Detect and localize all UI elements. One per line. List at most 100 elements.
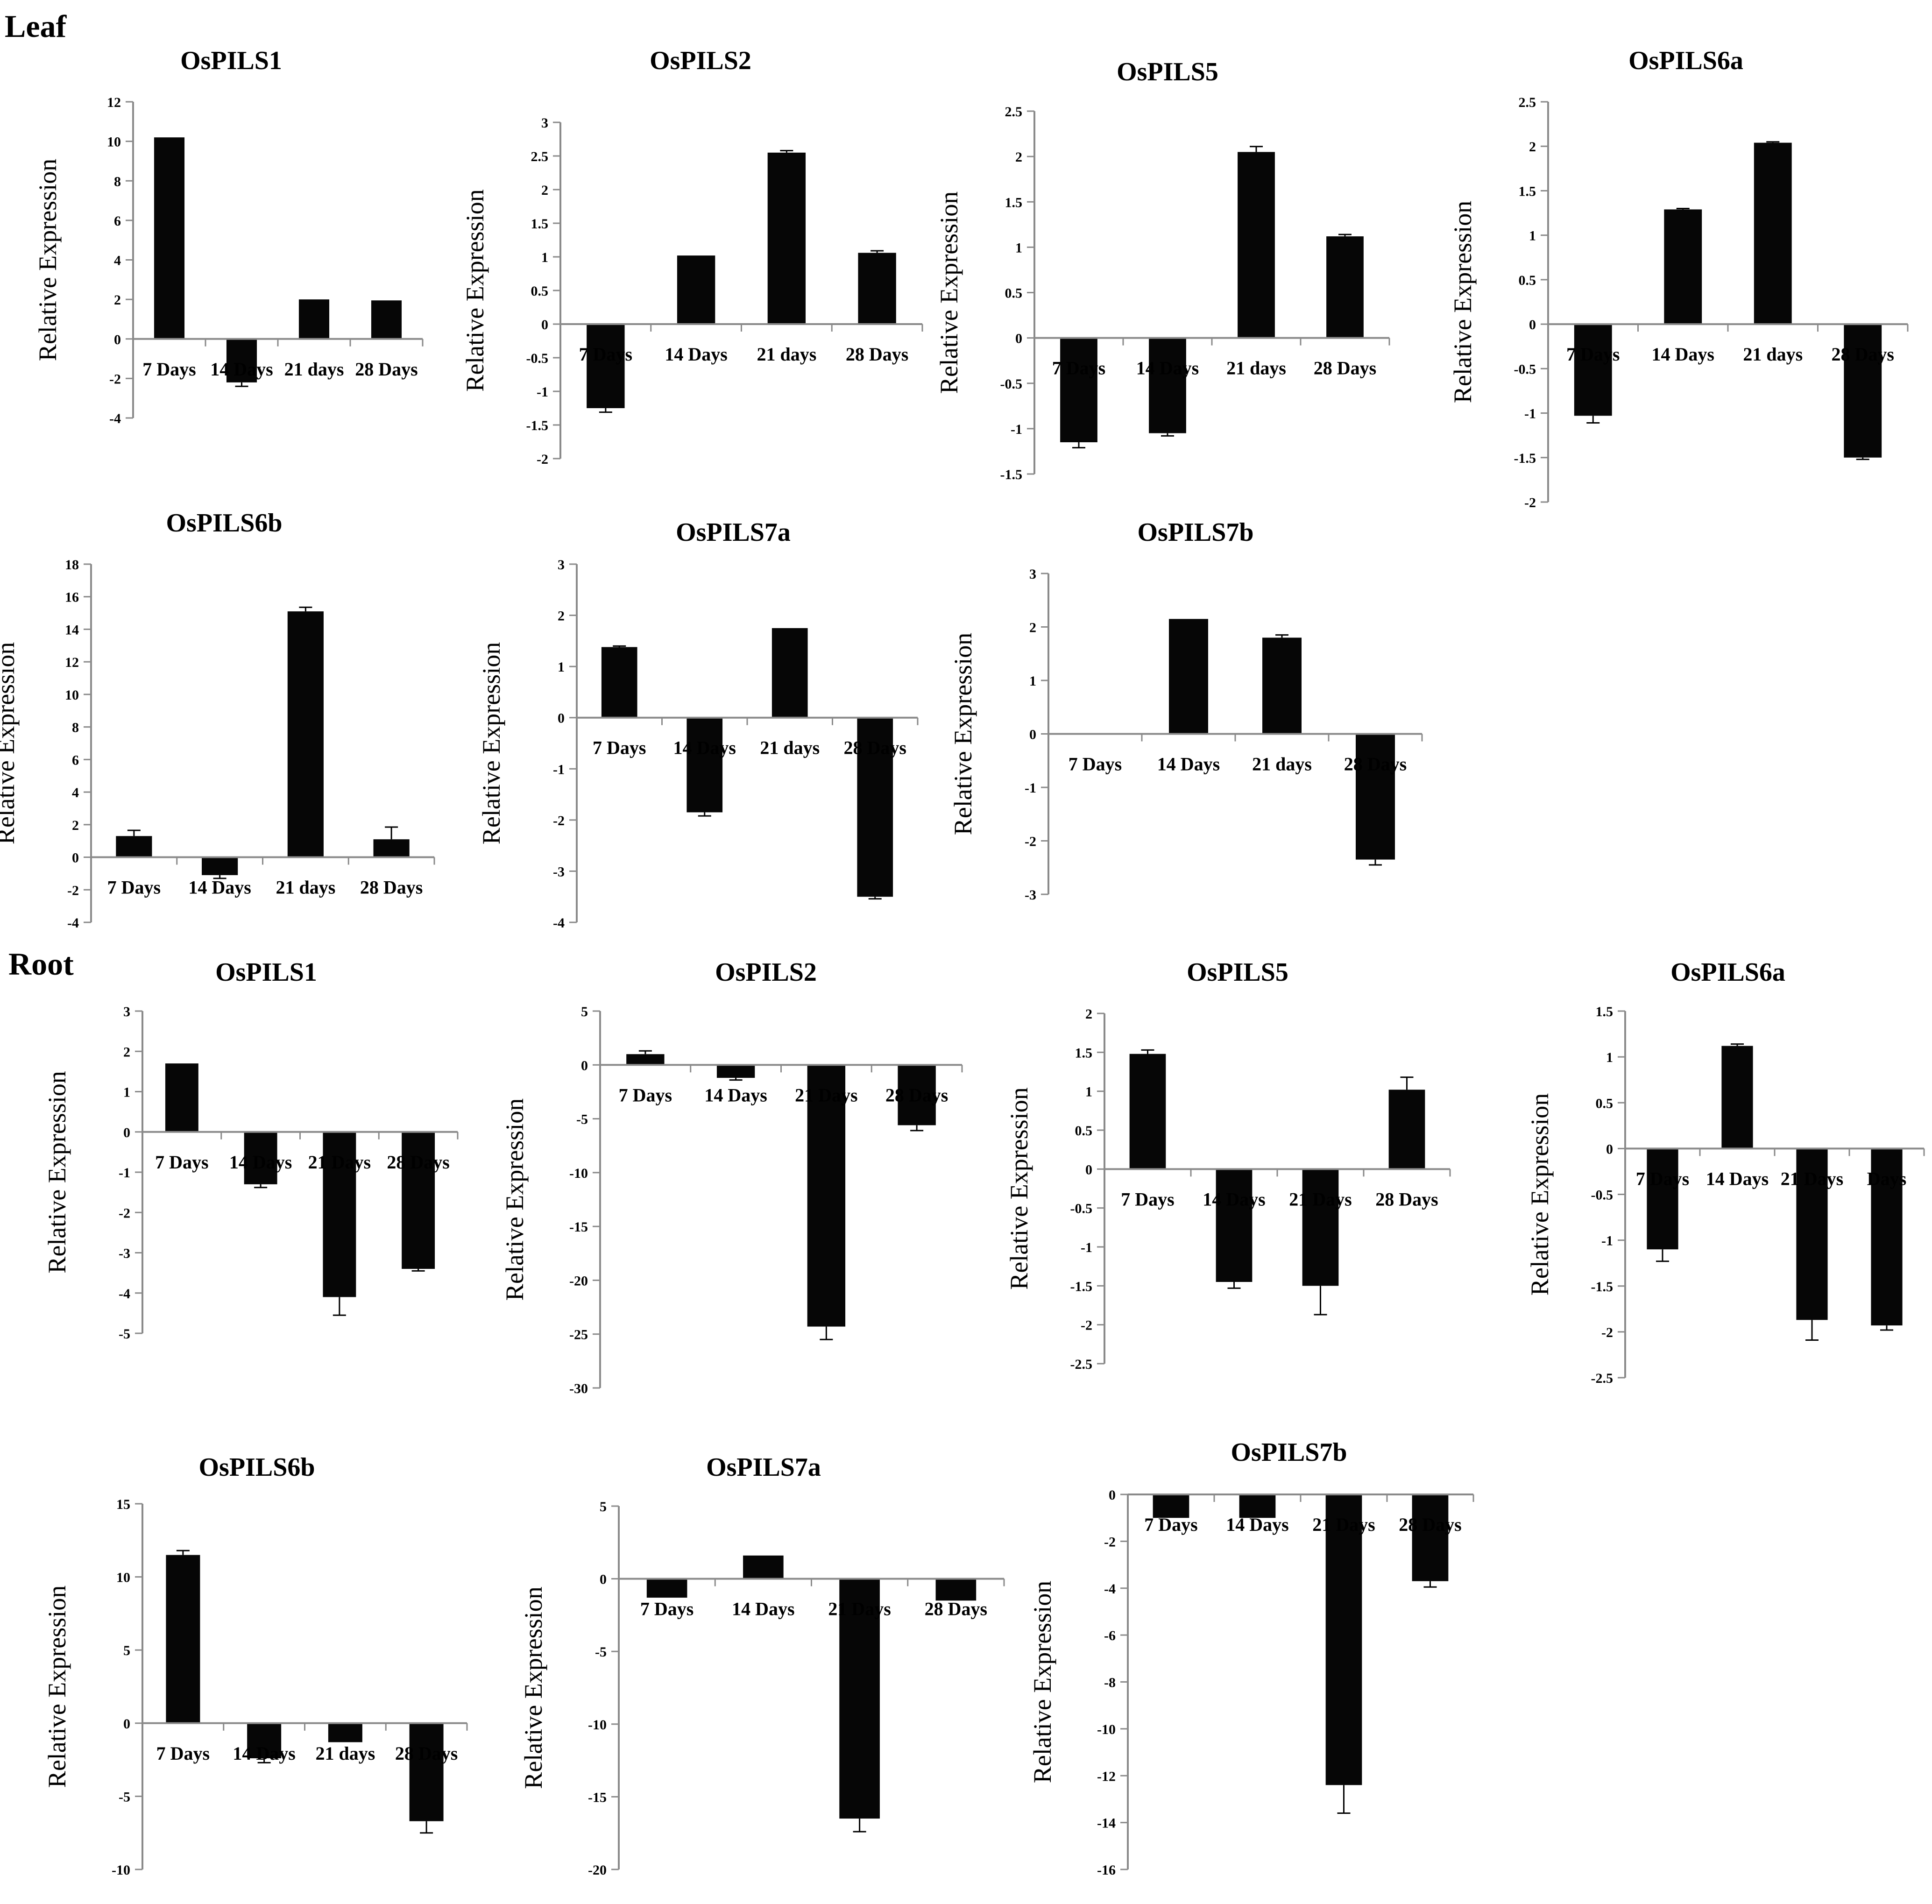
chart-root-ospils7b-category-label: 14 Days: [1226, 1514, 1288, 1535]
chart-root-ospils7a: OsPILS7a Relative Expression -20 -15 -10 -5 0 5…: [519, 1453, 1005, 1878]
chart-root-ospils2-category-label: 14 Days: [704, 1084, 767, 1105]
chart-leaf-ospils6a-bar: [1844, 324, 1882, 458]
chart-root-ospils6a-ytick-label: -1.5: [1591, 1279, 1614, 1295]
chart-leaf-ospils6b-ytick-label: 6: [72, 752, 79, 768]
chart-leaf-ospils1-ytick-label: 10: [107, 134, 121, 150]
chart-root-ospils7b-bar: [1153, 1494, 1189, 1518]
chart-leaf-ospils7b-category-label: 21 days: [1252, 754, 1312, 775]
chart-root-ospils7b-ytick-label: -10: [1097, 1722, 1116, 1737]
chart-leaf-ospils7b-ytick-label: 3: [1029, 566, 1036, 582]
chart-leaf-ospils7a-bar: [686, 717, 723, 813]
chart-leaf-ospils7b-category-label: 28 Days: [1344, 754, 1407, 775]
chart-root-ospils2-category-label: 21 Days: [795, 1084, 857, 1105]
chart-root-ospils1-bar: [165, 1063, 198, 1132]
chart-leaf-ospils5-ytick-label: 2: [1015, 149, 1022, 165]
chart-leaf-ospils7b-bar: [1169, 619, 1208, 734]
chart-root-ospils2-ytick-label: -30: [569, 1381, 588, 1396]
chart-root-ospils2-ytick-label: -15: [569, 1219, 588, 1235]
chart-leaf-ospils2-category-label: 7 Days: [579, 344, 632, 365]
chart-leaf-ospils7a-ytick-label: -3: [553, 864, 565, 879]
chart-leaf-ospils1-ytick-label: 8: [114, 174, 121, 189]
chart-root-ospils6b-ytick-label: -10: [112, 1862, 130, 1878]
chart-root-ospils7a-bar: [646, 1578, 687, 1598]
chart-leaf-ospils6b-ytick-label: 2: [72, 818, 79, 833]
chart-leaf-ospils6a-category-label: 21 days: [1743, 344, 1803, 365]
chart-leaf-ospils6b-ytick-label: 8: [72, 720, 79, 736]
chart-root-ospils5-ytick-label: 0.5: [1075, 1123, 1093, 1139]
chart-root-ospils6a-ytick-label: -1: [1601, 1233, 1613, 1249]
chart-leaf-ospils1-ytick-label: 12: [107, 95, 121, 110]
chart-root-ospils2-title: OsPILS2: [715, 958, 817, 987]
chart-root-ospils5-ytick-label: 2: [1085, 1006, 1092, 1022]
chart-leaf-ospils7a-ytick-label: 2: [558, 609, 565, 624]
chart-root-ospils7a-ytick-label: -15: [588, 1790, 607, 1805]
chart-root-ospils1-ytick-label: 0: [123, 1125, 130, 1140]
chart-leaf-ospils6a-ylabel: Relative Expression: [1449, 201, 1477, 403]
chart-root-ospils7a-category-label: 28 Days: [925, 1599, 987, 1620]
chart-leaf-ospils6b-category-label: 14 Days: [188, 877, 251, 898]
chart-root-ospils2-bar: [807, 1065, 846, 1327]
chart-leaf-ospils7a: OsPILS7a Relative Expression -4 -3 -2 -1 0 1 2 3 7…: [477, 518, 919, 931]
chart-leaf-ospils2-category-label: 14 Days: [665, 344, 727, 365]
chart-root-ospils2-category-label: 28 Days: [885, 1084, 948, 1105]
chart-root-ospils2-bar: [716, 1065, 755, 1078]
chart-root-ospils7b-bar: [1239, 1494, 1276, 1518]
chart-leaf-ospils7b-ytick-label: 2: [1029, 620, 1036, 636]
chart-root-ospils5-ylabel: Relative Expression: [1005, 1087, 1033, 1289]
chart-leaf-ospils6b-ytick-label: 0: [72, 850, 79, 866]
chart-root-ospils7b-bar: [1325, 1494, 1362, 1785]
chart-leaf-ospils6a-ytick-label: -1: [1524, 406, 1536, 422]
chart-leaf-ospils6b-ytick-label: 14: [65, 622, 79, 637]
chart-leaf-ospils7a-ylabel: Relative Expression: [477, 642, 505, 844]
chart-root-ospils5-title: OsPILS5: [1187, 958, 1288, 987]
chart-leaf-ospils5: OsPILS5 Relative Expression -1.5 -1 -0.5 0 0.5…: [935, 57, 1390, 482]
chart-leaf-ospils6b-ylabel: Relative Expression: [0, 642, 20, 844]
chart-leaf-ospils6a-ytick-label: 2.5: [1519, 95, 1536, 110]
chart-root-ospils1-ytick-label: 2: [123, 1044, 130, 1060]
chart-root-ospils6b-bar: [409, 1723, 444, 1821]
chart-leaf-ospils5-ytick-label: -1.5: [1000, 467, 1023, 482]
chart-leaf-ospils7a-ytick-label: 3: [558, 557, 565, 573]
chart-leaf-ospils5-ytick-label: 0: [1015, 331, 1022, 347]
chart-root-ospils1-ylabel: Relative Expression: [43, 1071, 71, 1273]
chart-root-ospils6a-bar: [1871, 1148, 1903, 1326]
chart-leaf-ospils2-ytick-label: -1.5: [526, 418, 549, 433]
chart-leaf-ospils6a-ytick-label: 1.5: [1519, 184, 1536, 199]
chart-root-ospils1: OsPILS1 Relative Expression -5 -4 -3 -2 -1 0 1 2 3…: [43, 958, 459, 1342]
chart-leaf-ospils6a-bar: [1754, 142, 1792, 325]
chart-root-ospils6b-category-label: 21 days: [315, 1743, 375, 1764]
chart-leaf-ospils7a-bar: [857, 717, 893, 897]
chart-leaf-ospils7b-ytick-label: 0: [1029, 727, 1036, 743]
chart-leaf-ospils7b-ylabel: Relative Expression: [949, 633, 977, 835]
chart-root-ospils1-category-label: 28 Days: [387, 1152, 449, 1173]
chart-root-ospils6a: OsPILS6a Relative Expression -2.5 -2 -1.5 -1 -…: [1526, 958, 1925, 1386]
chart-root-ospils7b-ytick-label: -12: [1097, 1769, 1116, 1784]
chart-leaf-ospils7a-category-label: 21 days: [760, 737, 820, 758]
chart-root-ospils5-bar: [1129, 1054, 1166, 1169]
chart-root-ospils7a-bar: [935, 1578, 977, 1601]
chart-root-ospils6a-category-label: 21 Days: [1781, 1168, 1843, 1189]
chart-root-ospils6b-category-label: 7 Days: [156, 1743, 210, 1764]
chart-root-ospils7a-category-label: 7 Days: [640, 1599, 694, 1620]
chart-leaf-ospils6b: OsPILS6b Relative Expression -4 -2 0 2 4 6 8 10 12…: [0, 509, 435, 931]
chart-leaf-ospils6a-category-label: 28 Days: [1832, 344, 1894, 365]
chart-root-ospils6a-ytick-label: 1: [1606, 1050, 1613, 1065]
chart-root-ospils1-ytick-label: -4: [119, 1286, 130, 1302]
chart-root-ospils7b-category-label: 21 Days: [1312, 1514, 1375, 1535]
chart-root-ospils6a-ytick-label: 0.5: [1596, 1096, 1614, 1111]
chart-leaf-ospils7b-category-label: 7 Days: [1069, 754, 1122, 775]
chart-root-ospils2-category-label: 7 Days: [619, 1084, 672, 1105]
chart-leaf-ospils7a-ytick-label: -1: [553, 762, 565, 777]
chart-root-ospils5-bar: [1216, 1169, 1253, 1282]
chart-leaf-ospils6a-title: OsPILS6a: [1628, 46, 1743, 75]
chart-leaf-ospils6a-ytick-label: 0: [1529, 317, 1536, 333]
chart-leaf-ospils1-bar: [371, 300, 402, 339]
chart-leaf-ospils7a-category-label: 7 Days: [593, 737, 646, 758]
chart-root-ospils7a-bar: [839, 1578, 880, 1819]
chart-leaf-ospils2-ytick-label: -0.5: [526, 351, 549, 366]
chart-root-ospils5-ytick-label: 1.5: [1075, 1045, 1093, 1061]
chart-leaf-ospils7b-bar: [1356, 734, 1395, 860]
chart-leaf-ospils5-title: OsPILS5: [1117, 57, 1218, 86]
chart-root-ospils5: OsPILS5 Relative Expression -2.5 -2 -1.5 -1 -0…: [1005, 958, 1451, 1372]
